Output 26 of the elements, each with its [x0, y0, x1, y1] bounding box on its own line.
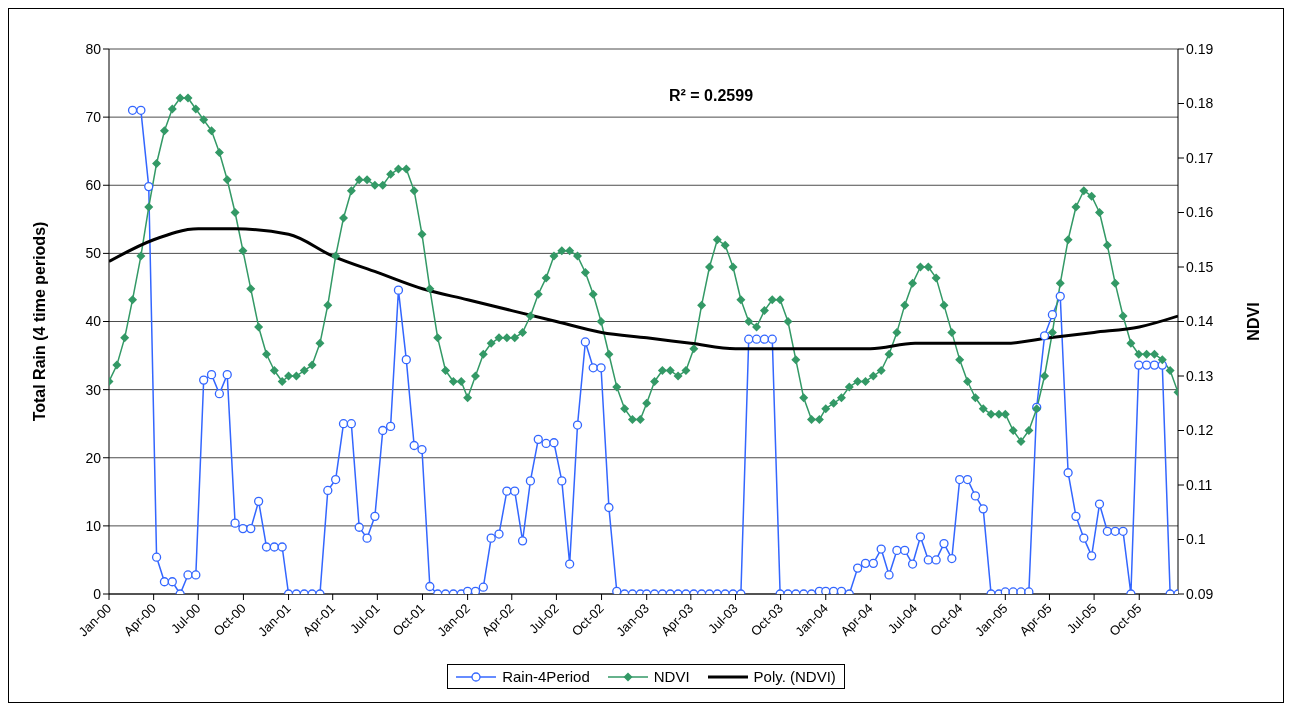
y-tick-label: 60: [85, 177, 102, 194]
y-tick-label: 40: [85, 313, 102, 330]
y-axis-title: Total Rain (4 time periods): [30, 221, 48, 422]
legend-label: NDVI: [652, 668, 690, 685]
y2-tick-label: 0.15: [1186, 258, 1214, 275]
y2-tick-label: 0.16: [1186, 204, 1214, 221]
y2-tick-label: 0.17: [1186, 149, 1214, 166]
y-tick-label: 30: [85, 381, 102, 398]
y-tick-label: 0: [93, 585, 102, 602]
y2-tick-label: 0.1: [1186, 531, 1206, 548]
legend-label: Poly. (NDVI): [752, 668, 836, 685]
y2-tick-label: 0.12: [1186, 422, 1214, 439]
y-tick-label: 20: [85, 449, 102, 466]
y-tick-label: 50: [85, 245, 102, 262]
y-tick-label: 80: [85, 40, 102, 57]
annotation: R² = 0.2599: [669, 87, 754, 105]
y2-tick-label: 0.19: [1186, 40, 1214, 57]
legend-label: Rain-4Period: [501, 668, 590, 685]
y2-tick-label: 0.14: [1186, 313, 1214, 330]
y-tick-label: 70: [85, 109, 102, 126]
y2-tick-label: 0.13: [1186, 367, 1214, 384]
y2-tick-label: 0.18: [1186, 95, 1214, 112]
y-tick-label: 10: [85, 517, 102, 534]
y2-tick-label: 0.09: [1186, 585, 1214, 602]
y2-axis-title: NDVI: [1244, 302, 1262, 341]
y2-tick-label: 0.11: [1186, 476, 1213, 493]
